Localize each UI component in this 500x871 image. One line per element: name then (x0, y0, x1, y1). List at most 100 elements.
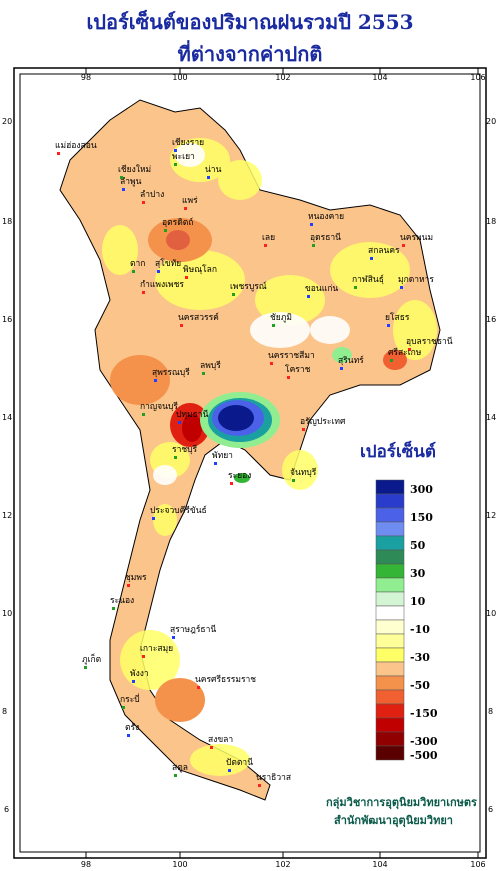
lat-label-right-6: 8 (488, 707, 493, 716)
legend-label: -30 (410, 651, 430, 664)
lon-label-top-1: 100 (172, 73, 187, 82)
lat-label-left-1: 18 (2, 217, 12, 226)
lat-label-right-4: 12 (486, 511, 496, 520)
lat-label-right-2: 16 (486, 315, 496, 324)
lat-label-left-7: 6 (4, 805, 9, 814)
station-marker (230, 482, 233, 485)
map-inner-frame (19, 73, 481, 853)
lat-labels: 20 18 16 14 12 10 8 6 20 18 16 14 12 10 … (2, 117, 496, 814)
station-marker (57, 152, 60, 155)
legend-swatch (375, 479, 405, 495)
credit-line1: กลุ่มวิชาการอุตุนิยมวิทยาเกษตร (326, 796, 477, 809)
station-marker (184, 207, 187, 210)
lon-label-bottom-1: 100 (172, 860, 187, 869)
province-label: สุโขทัย (155, 258, 181, 269)
legend-label: 50 (410, 539, 426, 552)
station-marker (214, 462, 217, 465)
lon-label-top-2: 102 (275, 73, 290, 82)
station-marker (292, 479, 295, 482)
station-marker (258, 784, 261, 787)
province-label: แพร่ (182, 196, 198, 206)
station-marker (174, 456, 177, 459)
station-marker (312, 244, 315, 247)
legend-label: -500 (410, 749, 438, 762)
province-label: เลย (262, 233, 275, 243)
legend-swatch (375, 633, 405, 649)
lat-label-right-7: 6 (488, 805, 493, 814)
lon-ticks (85, 68, 479, 858)
station-marker (120, 176, 123, 179)
legend-label: -10 (410, 623, 430, 636)
legend-label: -50 (410, 679, 430, 692)
station-marker (142, 655, 145, 658)
station-marker (408, 348, 411, 351)
legend-swatch (375, 717, 405, 733)
province-label: ตรัง (125, 723, 139, 733)
province-label: กาฬสินธุ์ (352, 274, 384, 285)
legend-swatch (375, 703, 405, 719)
lon-labels: 98 100 102 104 106 98 100 102 104 106 (81, 73, 486, 869)
legend-swatch (375, 731, 405, 747)
map-title-line1: เปอร์เซ็นต์ของปริมาณฝนรวมปี 2553 (86, 10, 414, 34)
legend-swatch (375, 507, 405, 523)
station-marker (122, 706, 125, 709)
province-label: พัทยา (212, 451, 233, 461)
lat-label-left-5: 10 (2, 609, 12, 618)
station-marker (172, 636, 175, 639)
lat-label-left-2: 16 (2, 315, 12, 324)
near-normal-zones (153, 143, 350, 640)
province-label: ขอนแก่น (305, 284, 338, 294)
province-label: ลำปาง (140, 190, 164, 200)
station-marker (127, 584, 130, 587)
station-marker (122, 188, 125, 191)
station-marker (152, 517, 155, 520)
station-marker (157, 270, 160, 273)
legend-label: 10 (410, 595, 426, 608)
station-marker (340, 367, 343, 370)
map-title-line2: ที่ต่างจากค่าปกติ (177, 42, 323, 66)
station-marker (310, 223, 313, 226)
station-marker (164, 229, 167, 232)
province-label: กำแพงเพชร (140, 280, 184, 290)
province-label: สุราษฎร์ธานี (170, 624, 216, 635)
surplus-zones (200, 347, 352, 483)
province-label: สงขลา (208, 735, 233, 745)
province-label: อุตรดิตถ์ (162, 217, 193, 228)
lon-label-top-4: 106 (470, 73, 485, 82)
province-label: อรัญประเทศ (300, 417, 346, 427)
province-label: ลพบุรี (200, 360, 221, 371)
province-label: อุดรธานี (310, 232, 341, 243)
province-label: ศรีสะเกษ (388, 347, 422, 358)
lat-label-left-4: 12 (2, 511, 12, 520)
legend-swatch (375, 647, 405, 663)
lon-label-bottom-3: 104 (372, 860, 387, 869)
lat-label-right-3: 14 (486, 413, 496, 422)
station-marker (174, 163, 177, 166)
province-label: ยโสธร (385, 312, 410, 323)
province-label: กระบี่ (120, 693, 140, 705)
legend-swatch (375, 689, 405, 705)
station-marker (387, 324, 390, 327)
station-marker (127, 734, 130, 737)
province-label: นครศรีธรรมราช (195, 674, 256, 685)
province-label: นครสวรรค์ (178, 312, 219, 323)
province-label: น่าน (205, 165, 222, 175)
station-marker (174, 149, 177, 152)
lon-label-bottom-2: 102 (275, 860, 290, 869)
legend-swatch (375, 535, 405, 551)
province-label: ชุมพร (125, 573, 147, 583)
province-label: ปัตตานี (226, 757, 253, 768)
station-marker (307, 295, 310, 298)
province-label: เชียงราย (172, 137, 204, 148)
province-label: สุพรรณบุรี (152, 367, 190, 378)
province-label: โคราช (285, 364, 311, 375)
province-label: สกลนคร (368, 246, 400, 256)
station-marker (232, 293, 235, 296)
station-marker (154, 379, 157, 382)
province-label: มุกดาหาร (398, 275, 434, 285)
legend-label: -300 (410, 735, 438, 748)
lat-label-left-0: 20 (2, 117, 12, 126)
legend-swatch (375, 661, 405, 677)
lat-label-right-1: 18 (486, 217, 496, 226)
